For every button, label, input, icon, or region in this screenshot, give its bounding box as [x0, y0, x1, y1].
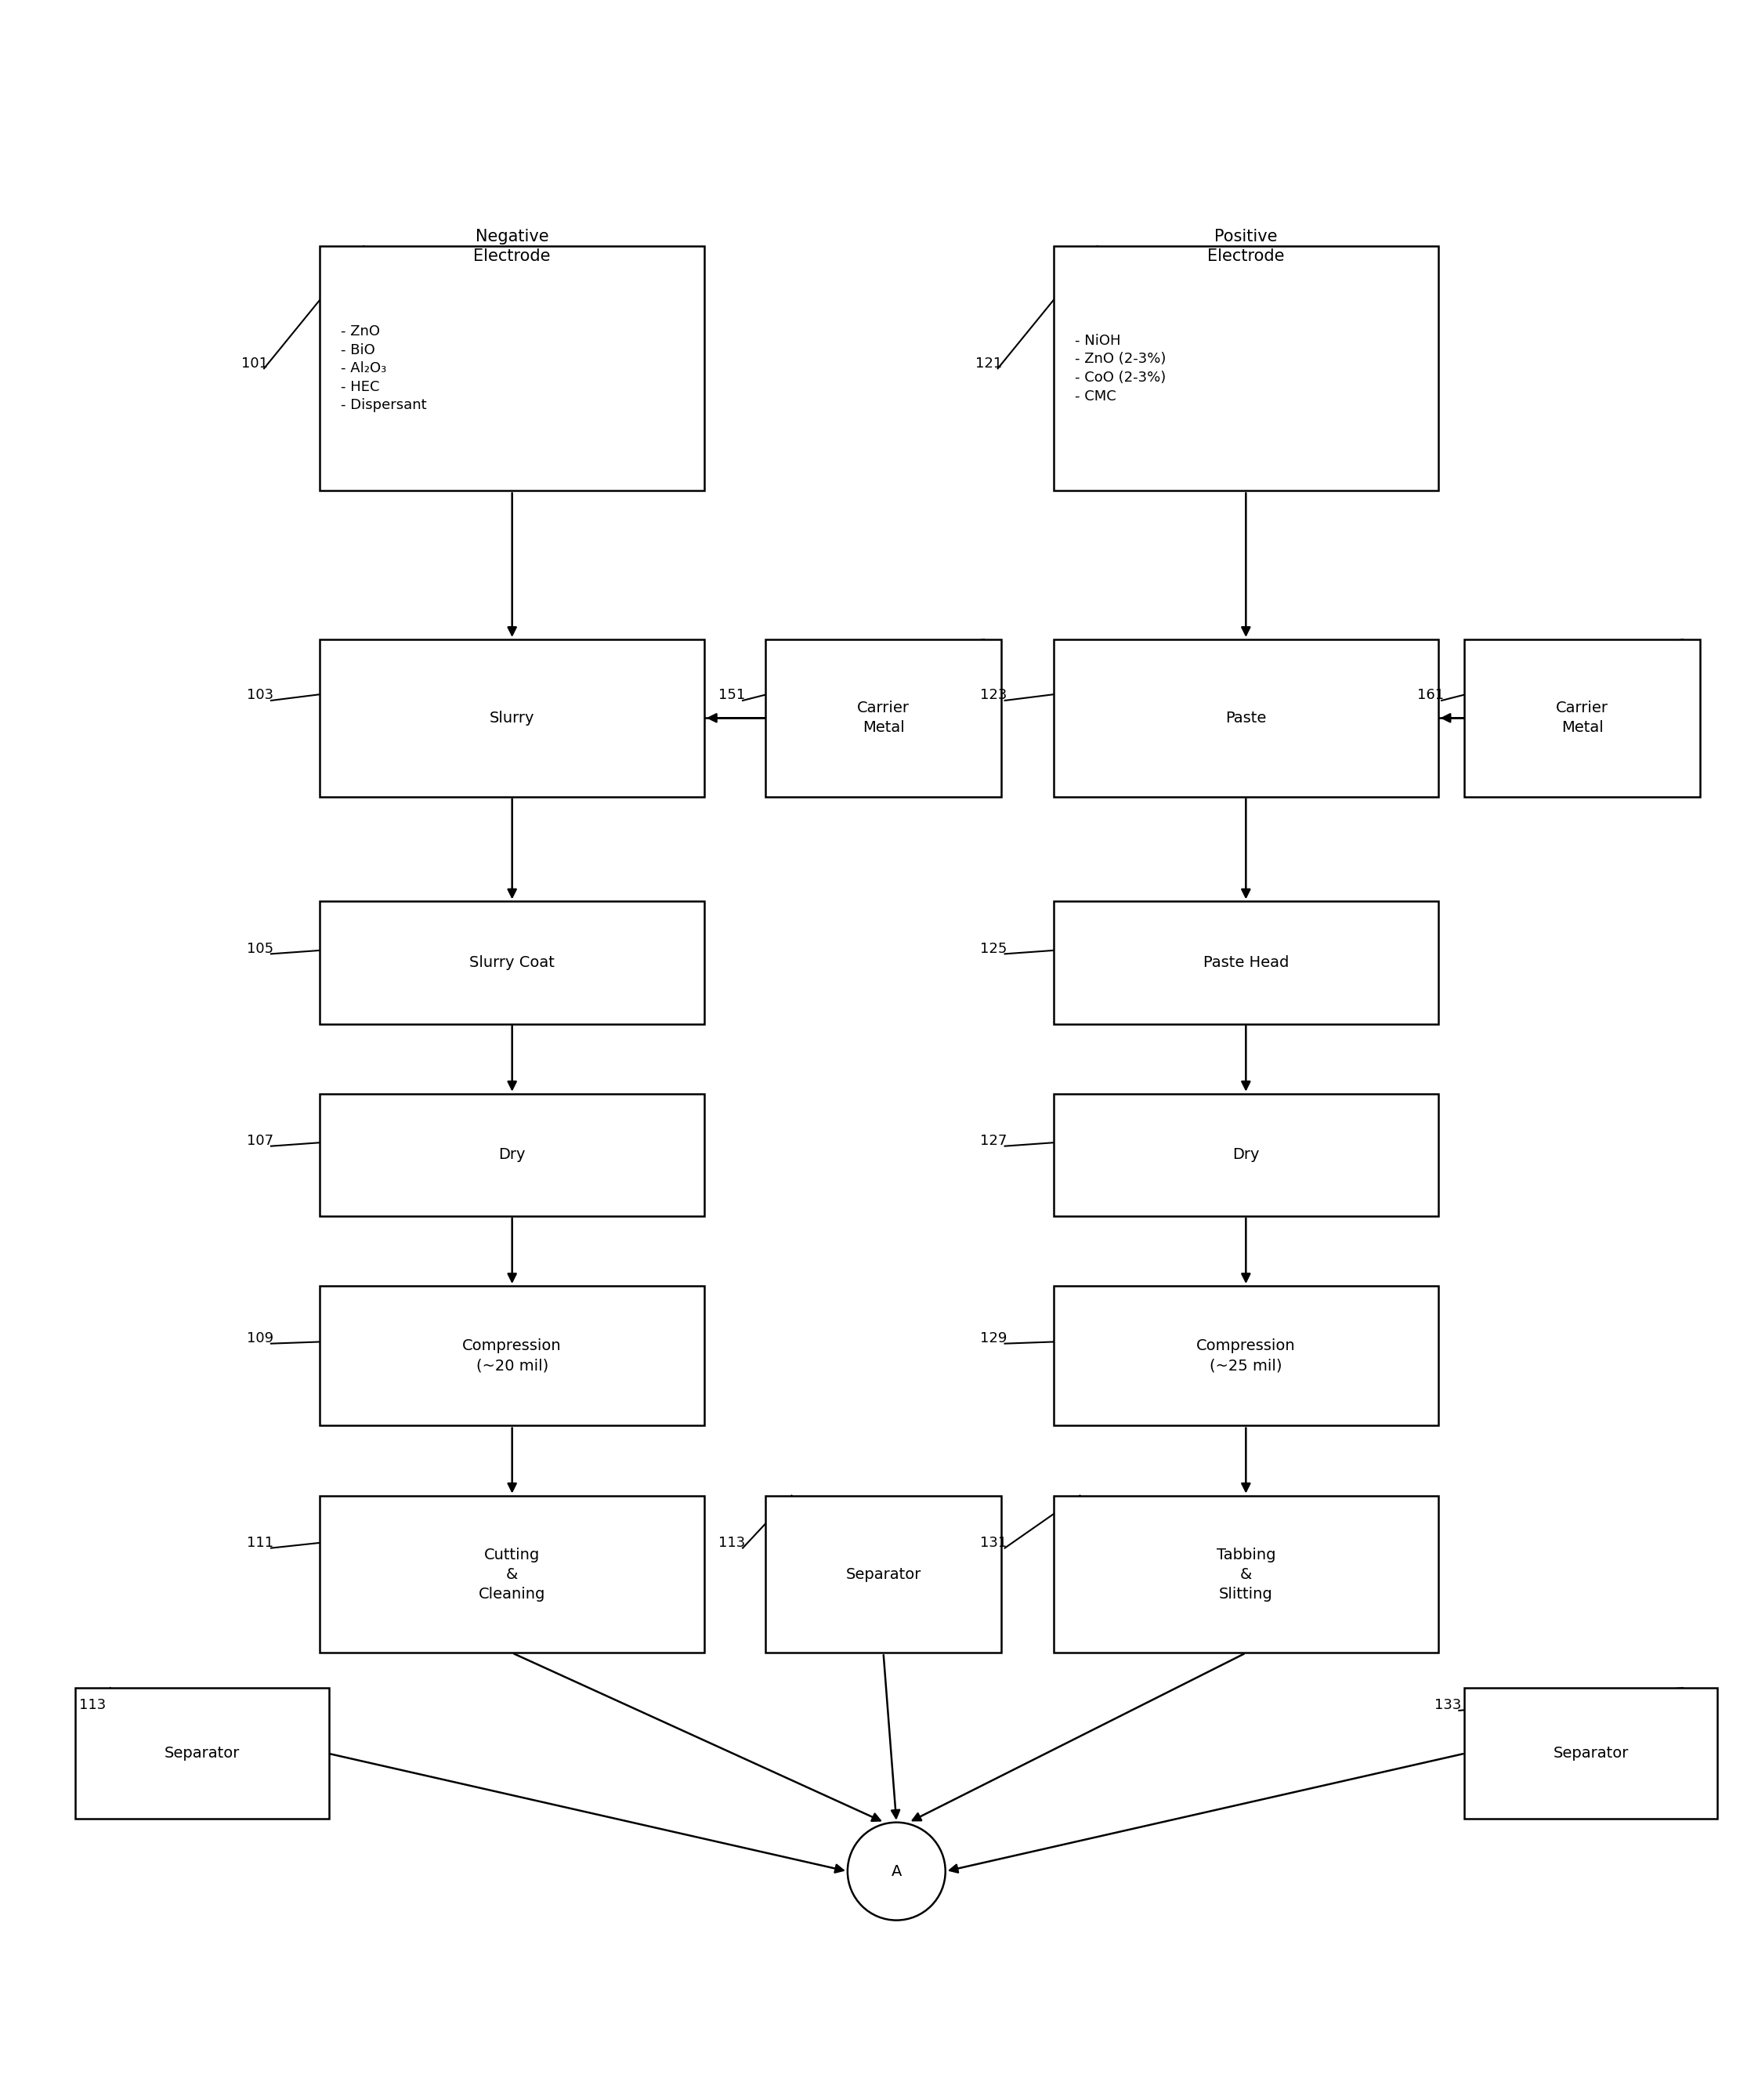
FancyBboxPatch shape [1464, 1688, 1718, 1819]
FancyBboxPatch shape [765, 638, 1002, 796]
Text: - ZnO
- BiO
- Al₂O₃
- HEC
- Dispersant: - ZnO - BiO - Al₂O₃ - HEC - Dispersant [341, 323, 427, 412]
FancyBboxPatch shape [1053, 638, 1438, 796]
Text: Paste: Paste [1225, 710, 1266, 724]
FancyBboxPatch shape [1053, 1285, 1438, 1426]
Text: 107: 107 [246, 1134, 272, 1149]
FancyBboxPatch shape [1053, 901, 1438, 1025]
Text: 111: 111 [246, 1535, 272, 1550]
Text: Separator: Separator [163, 1745, 239, 1760]
Text: - NiOH
- ZnO (2-3%)
- CoO (2-3%)
- CMC: - NiOH - ZnO (2-3%) - CoO (2-3%) - CMC [1074, 334, 1166, 403]
Text: Dry: Dry [499, 1147, 526, 1161]
FancyBboxPatch shape [1464, 638, 1700, 796]
Text: 129: 129 [981, 1331, 1007, 1346]
Text: 127: 127 [981, 1134, 1007, 1149]
Text: 113: 113 [719, 1535, 745, 1550]
FancyBboxPatch shape [765, 1495, 1002, 1653]
Text: Slurry: Slurry [489, 710, 534, 724]
Text: Negative
Electrode: Negative Electrode [473, 229, 550, 265]
FancyBboxPatch shape [320, 1495, 705, 1653]
Text: Tabbing
&
Slitting: Tabbing & Slitting [1217, 1548, 1276, 1602]
FancyBboxPatch shape [1053, 246, 1438, 491]
Text: Carrier
Metal: Carrier Metal [858, 701, 909, 735]
Text: 109: 109 [246, 1331, 272, 1346]
Text: Dry: Dry [1232, 1147, 1259, 1161]
FancyBboxPatch shape [320, 638, 705, 796]
Text: 101: 101 [241, 357, 267, 370]
FancyBboxPatch shape [1053, 1094, 1438, 1216]
Text: A: A [891, 1865, 902, 1880]
Text: Paste Head: Paste Head [1202, 956, 1289, 970]
FancyBboxPatch shape [320, 1285, 705, 1426]
Text: 113: 113 [79, 1699, 105, 1712]
Text: Cutting
&
Cleaning: Cutting & Cleaning [478, 1548, 545, 1602]
Text: 131: 131 [981, 1535, 1007, 1550]
FancyBboxPatch shape [76, 1688, 329, 1819]
Text: 133: 133 [1435, 1699, 1461, 1712]
Text: Compression
(~20 mil): Compression (~20 mil) [462, 1338, 563, 1373]
FancyBboxPatch shape [1053, 1495, 1438, 1653]
Text: Positive
Electrode: Positive Electrode [1208, 229, 1285, 265]
FancyBboxPatch shape [320, 901, 705, 1025]
FancyBboxPatch shape [320, 1094, 705, 1216]
Text: Slurry Coat: Slurry Coat [469, 956, 556, 970]
Text: 123: 123 [981, 689, 1007, 701]
Text: Separator: Separator [846, 1567, 921, 1581]
Text: Carrier
Metal: Carrier Metal [1556, 701, 1609, 735]
Text: 105: 105 [246, 941, 272, 956]
Text: 125: 125 [981, 941, 1007, 956]
Text: Compression
(~25 mil): Compression (~25 mil) [1195, 1338, 1296, 1373]
Text: 103: 103 [246, 689, 272, 701]
Text: 161: 161 [1417, 689, 1443, 701]
FancyBboxPatch shape [320, 246, 705, 491]
Text: 121: 121 [976, 357, 1002, 370]
Text: Separator: Separator [1554, 1745, 1628, 1760]
Text: 151: 151 [719, 689, 745, 701]
